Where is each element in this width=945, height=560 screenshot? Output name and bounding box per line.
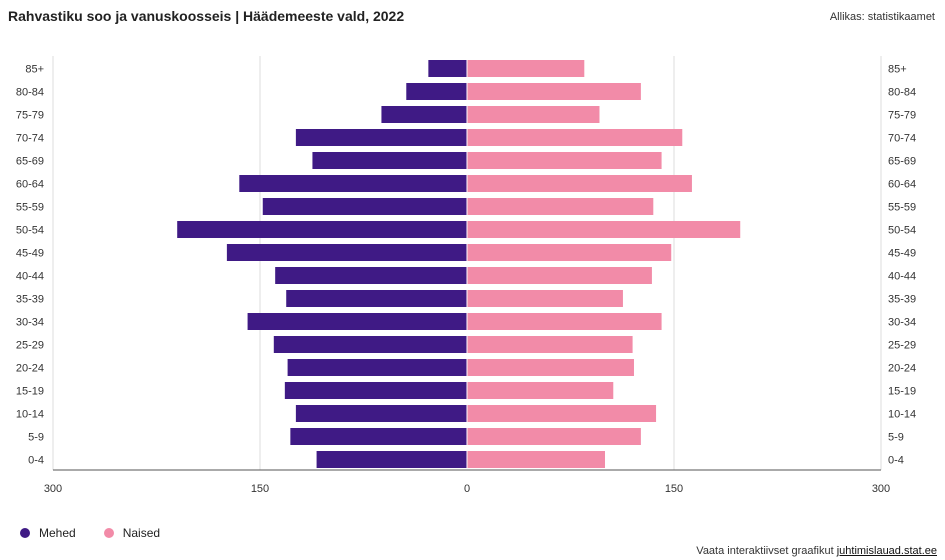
bar-male-35-39 bbox=[286, 290, 467, 307]
footer-link[interactable]: juhtimislauad.stat.ee bbox=[836, 545, 937, 557]
bar-female-70-74 bbox=[467, 129, 683, 146]
x-tick-label-4: 300 bbox=[872, 483, 890, 495]
age-label-left-15-19: 15-19 bbox=[16, 386, 44, 398]
age-label-right-0-4: 0-4 bbox=[888, 455, 904, 467]
age-label-right-60-64: 60-64 bbox=[888, 179, 916, 191]
age-label-right-75-79: 75-79 bbox=[888, 110, 916, 122]
legend-label-male: Mehed bbox=[39, 526, 76, 540]
age-label-left-70-74: 70-74 bbox=[16, 133, 44, 145]
x-tick-label-1: 150 bbox=[251, 483, 269, 495]
age-label-left-55-59: 55-59 bbox=[16, 202, 44, 214]
bar-male-60-64 bbox=[239, 175, 467, 192]
chart-title: Rahvastiku soo ja vanuskoosseis | Häädem… bbox=[8, 8, 405, 24]
legend-dot-male bbox=[20, 528, 30, 538]
bar-female-20-24 bbox=[467, 359, 634, 376]
bar-female-10-14 bbox=[467, 405, 657, 422]
footer-text: Vaata interaktiivset graafikut bbox=[696, 545, 837, 557]
age-label-right-5-9: 5-9 bbox=[888, 432, 904, 444]
x-tick-label-3: 150 bbox=[665, 483, 683, 495]
age-label-left-75-79: 75-79 bbox=[16, 110, 44, 122]
bar-male-75-79 bbox=[381, 106, 467, 123]
bar-female-40-44 bbox=[467, 267, 652, 284]
age-label-left-65-69: 65-69 bbox=[16, 156, 44, 168]
bar-male-45-49 bbox=[226, 244, 467, 261]
age-label-right-35-39: 35-39 bbox=[888, 294, 916, 306]
bar-female-85+ bbox=[467, 60, 585, 77]
bar-female-45-49 bbox=[467, 244, 672, 261]
source-label: Allikas: statistikaamet bbox=[829, 11, 935, 23]
bar-male-40-44 bbox=[275, 267, 467, 284]
age-label-right-40-44: 40-44 bbox=[888, 271, 916, 283]
bar-female-30-34 bbox=[467, 313, 662, 330]
age-label-right-50-54: 50-54 bbox=[888, 225, 916, 237]
age-label-right-30-34: 30-34 bbox=[888, 317, 916, 329]
legend: Mehed Naised bbox=[20, 526, 188, 540]
bar-male-50-54 bbox=[177, 221, 467, 238]
age-label-right-65-69: 65-69 bbox=[888, 156, 916, 168]
age-label-left-5-9: 5-9 bbox=[28, 432, 44, 444]
bar-female-65-69 bbox=[467, 152, 662, 169]
bar-female-80-84 bbox=[467, 83, 641, 100]
age-label-left-20-24: 20-24 bbox=[16, 363, 44, 375]
age-label-right-70-74: 70-74 bbox=[888, 133, 916, 145]
age-label-left-40-44: 40-44 bbox=[16, 271, 44, 283]
legend-item-female[interactable]: Naised bbox=[103, 526, 161, 540]
age-label-right-45-49: 45-49 bbox=[888, 248, 916, 260]
age-label-right-80-84: 80-84 bbox=[888, 87, 916, 99]
bar-female-0-4 bbox=[467, 451, 605, 468]
bar-male-0-4 bbox=[316, 451, 467, 468]
footer-note: Vaata interaktiivset graafikut juhtimisl… bbox=[696, 545, 937, 557]
bar-female-35-39 bbox=[467, 290, 623, 307]
bar-male-20-24 bbox=[287, 359, 467, 376]
age-label-right-25-29: 25-29 bbox=[888, 340, 916, 352]
bar-female-55-59 bbox=[467, 198, 654, 215]
bar-male-10-14 bbox=[295, 405, 467, 422]
bar-male-15-19 bbox=[284, 382, 467, 399]
age-label-left-35-39: 35-39 bbox=[16, 294, 44, 306]
age-label-left-10-14: 10-14 bbox=[16, 409, 44, 421]
age-label-left-25-29: 25-29 bbox=[16, 340, 44, 352]
age-label-right-55-59: 55-59 bbox=[888, 202, 916, 214]
age-label-left-0-4: 0-4 bbox=[28, 455, 44, 467]
age-label-left-60-64: 60-64 bbox=[16, 179, 44, 191]
legend-label-female: Naised bbox=[122, 526, 161, 540]
bar-female-60-64 bbox=[467, 175, 692, 192]
bar-male-80-84 bbox=[406, 83, 467, 100]
bar-female-50-54 bbox=[467, 221, 741, 238]
age-label-left-85+: 85+ bbox=[25, 64, 44, 76]
age-label-left-50-54: 50-54 bbox=[16, 225, 44, 237]
bar-female-15-19 bbox=[467, 382, 614, 399]
legend-item-male[interactable]: Mehed bbox=[20, 526, 76, 540]
age-label-right-15-19: 15-19 bbox=[888, 386, 916, 398]
bar-female-75-79 bbox=[467, 106, 600, 123]
age-label-right-85+: 85+ bbox=[888, 64, 907, 76]
legend-dot-female bbox=[103, 528, 114, 538]
bar-male-5-9 bbox=[290, 428, 467, 445]
bar-female-5-9 bbox=[467, 428, 641, 445]
bar-male-65-69 bbox=[312, 152, 467, 169]
age-label-left-45-49: 45-49 bbox=[16, 248, 44, 260]
bar-male-70-74 bbox=[295, 129, 467, 146]
age-label-left-30-34: 30-34 bbox=[16, 317, 44, 329]
bar-male-25-29 bbox=[273, 336, 467, 353]
bar-male-85+ bbox=[428, 60, 467, 77]
bar-female-25-29 bbox=[467, 336, 633, 353]
age-label-right-10-14: 10-14 bbox=[888, 409, 916, 421]
bar-male-30-34 bbox=[247, 313, 467, 330]
bar-male-55-59 bbox=[262, 198, 467, 215]
age-label-left-80-84: 80-84 bbox=[16, 87, 44, 99]
age-label-right-20-24: 20-24 bbox=[888, 363, 916, 375]
x-tick-label-2: 0 bbox=[464, 483, 470, 495]
x-tick-label-0: 300 bbox=[44, 483, 62, 495]
